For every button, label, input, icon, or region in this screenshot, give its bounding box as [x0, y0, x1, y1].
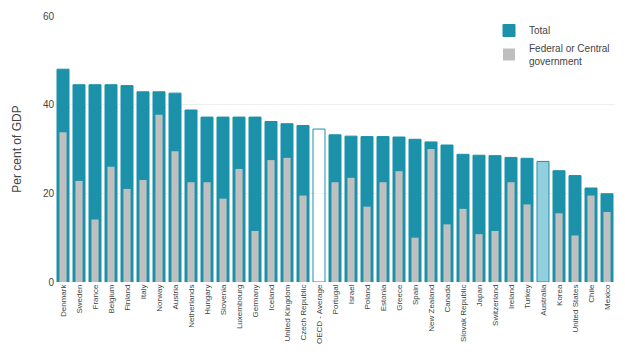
svg-text:Norway: Norway	[155, 285, 164, 312]
svg-text:United States: United States	[571, 285, 580, 333]
svg-text:Portugal: Portugal	[331, 284, 340, 314]
svg-text:Switzerland: Switzerland	[491, 285, 500, 326]
svg-text:Germany: Germany	[251, 285, 260, 318]
svg-text:Total: Total	[529, 25, 550, 36]
svg-text:United Kingdom: United Kingdom	[283, 284, 292, 341]
svg-text:Australia: Australia	[539, 284, 548, 316]
svg-text:Austria: Austria	[171, 284, 180, 309]
svg-text:40: 40	[43, 99, 55, 110]
svg-text:Hungary: Hungary	[203, 285, 212, 315]
svg-text:60: 60	[43, 11, 55, 22]
svg-text:Slovenia: Slovenia	[219, 284, 228, 315]
svg-text:Israel: Israel	[347, 284, 356, 304]
svg-text:Slovak Republic: Slovak Republic	[459, 285, 468, 342]
svg-text:Japan: Japan	[475, 285, 484, 307]
svg-text:OECD - Average: OECD - Average	[315, 284, 324, 344]
svg-text:Turkey: Turkey	[523, 285, 532, 309]
svg-text:France: France	[91, 284, 100, 309]
svg-text:New Zealand: New Zealand	[427, 285, 436, 332]
svg-text:Finland: Finland	[123, 285, 132, 311]
svg-text:Estonia: Estonia	[379, 284, 388, 311]
svg-text:Ireland: Ireland	[507, 285, 516, 309]
svg-text:20: 20	[43, 188, 55, 199]
svg-text:Belgium: Belgium	[107, 284, 116, 313]
svg-text:Federal or Centralgovernment: Federal or Centralgovernment	[529, 43, 610, 67]
svg-text:Canada: Canada	[443, 284, 452, 313]
svg-text:Sweden: Sweden	[75, 285, 84, 314]
svg-text:Poland: Poland	[363, 285, 372, 310]
svg-text:Spain: Spain	[411, 285, 420, 305]
svg-text:Denmark: Denmark	[59, 284, 68, 317]
svg-text:Korea: Korea	[555, 284, 564, 306]
svg-text:Iceland: Iceland	[267, 285, 276, 311]
svg-text:0: 0	[48, 277, 54, 288]
svg-text:Netherlands: Netherlands	[187, 285, 196, 328]
svg-text:Chile: Chile	[587, 284, 596, 303]
svg-text:Luxembourg: Luxembourg	[235, 285, 244, 329]
svg-text:Italy: Italy	[139, 285, 148, 300]
svg-text:Czech Republic: Czech Republic	[299, 285, 308, 341]
svg-text:Mexico: Mexico	[603, 284, 612, 310]
svg-text:Per cent of GDP: Per cent of GDP	[10, 105, 24, 192]
svg-text:Greece: Greece	[395, 284, 404, 311]
